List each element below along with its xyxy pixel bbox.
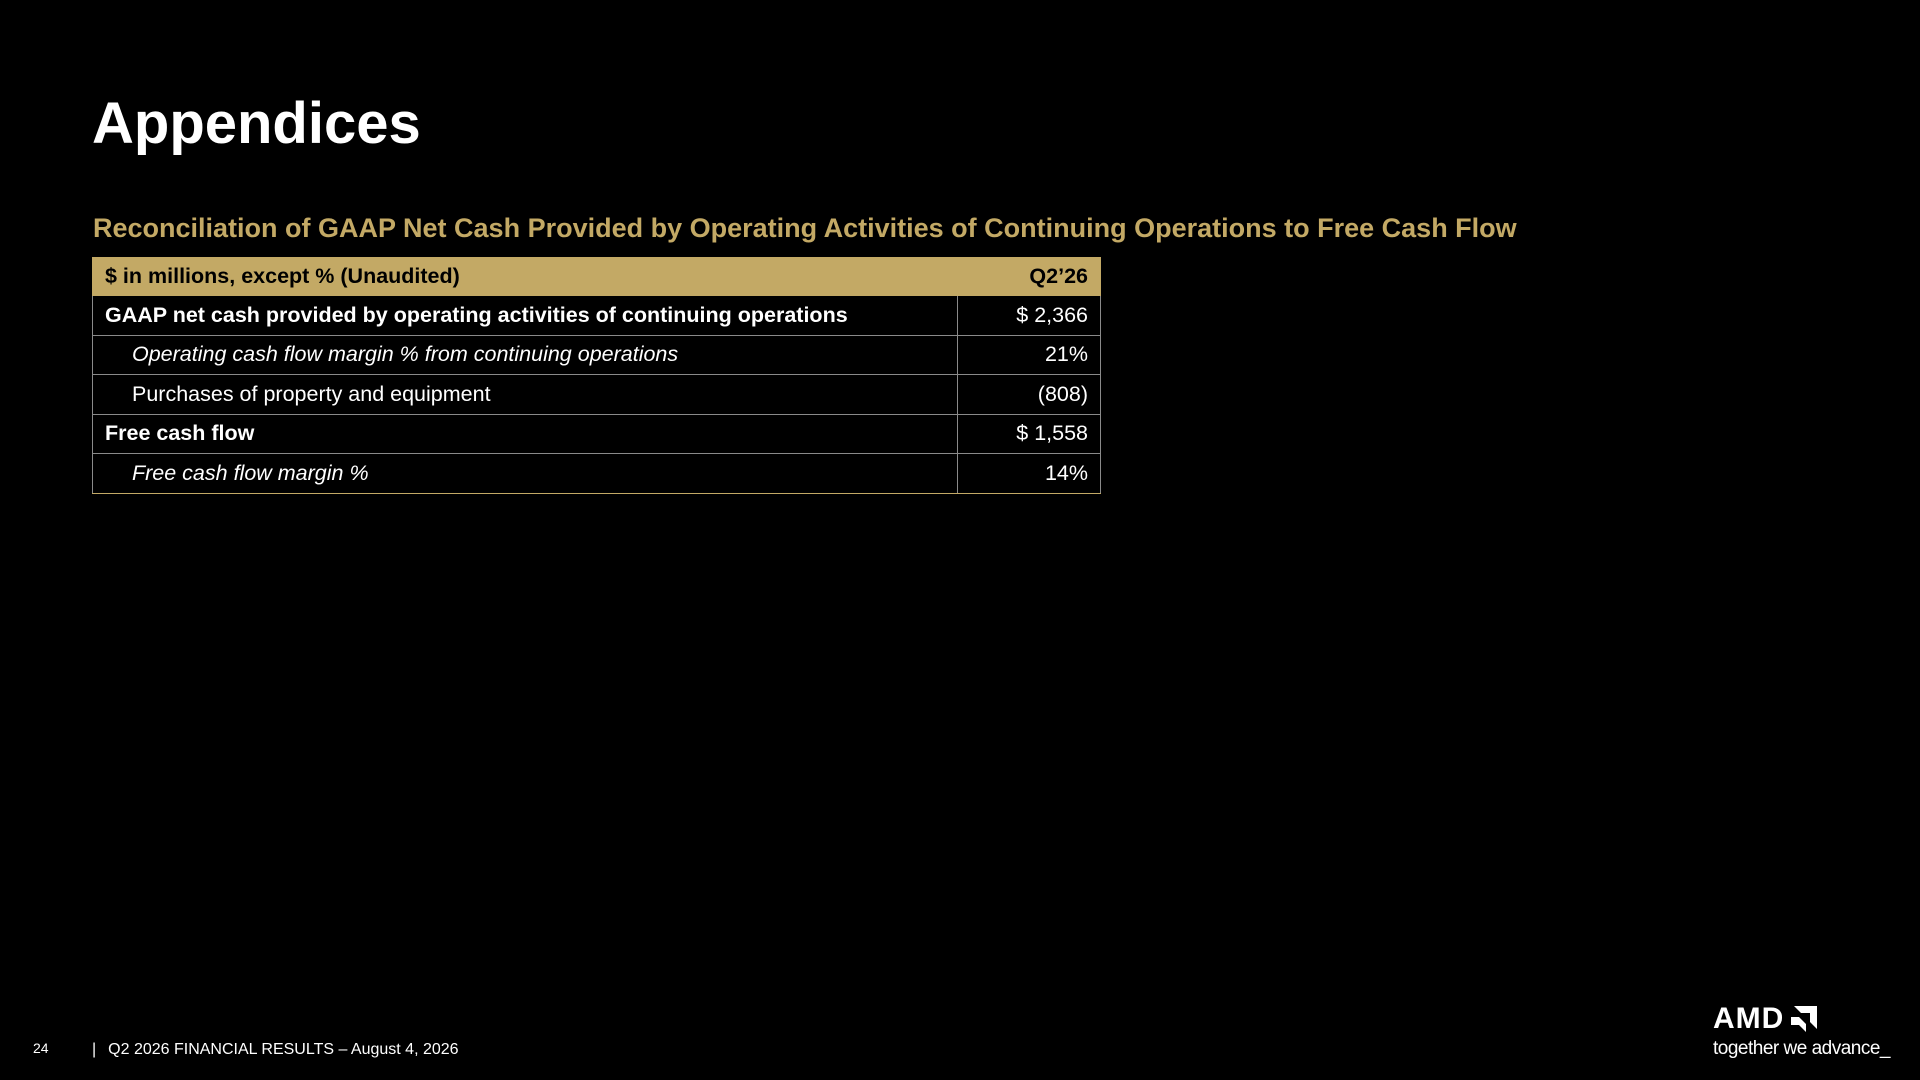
footer-text: Q2 2026 FINANCIAL RESULTS – August 4, 20… xyxy=(108,1041,459,1058)
amd-logo: AMD together we advance_ xyxy=(1713,1004,1898,1064)
row-label-purchases-property: Purchases of property and equipment xyxy=(91,374,959,415)
reconciliation-table: $ in millions, except % (Unaudited) Q2’2… xyxy=(91,257,1101,494)
header-period: Q2’26 xyxy=(957,257,1101,296)
logo-wordmark: AMD xyxy=(1713,1002,1785,1035)
table-row: Free cash flow margin % 14% xyxy=(91,453,1101,494)
amd-arrow-icon xyxy=(1791,1006,1817,1032)
logo-tagline: together we advance_ xyxy=(1713,1038,1890,1059)
footer-separator: | xyxy=(92,1041,97,1058)
row-value-gaap-operating-cash: $ 2,366 xyxy=(957,295,1101,336)
table-row: Free cash flow $ 1,558 xyxy=(91,413,1101,455)
footer: | Q2 2026 FINANCIAL RESULTS – August 4, 2… xyxy=(92,1041,459,1059)
table-row: GAAP net cash provided by operating acti… xyxy=(91,295,1101,336)
row-label-free-cash-flow: Free cash flow xyxy=(91,413,959,455)
row-value-free-cash-flow-margin: 14% xyxy=(957,453,1101,494)
page-title: Appendices xyxy=(92,91,421,156)
row-label-gaap-operating-cash: GAAP net cash provided by operating acti… xyxy=(91,295,959,336)
table-row: Operating cash flow margin % from contin… xyxy=(91,334,1101,376)
row-label-operating-cash-margin: Operating cash flow margin % from contin… xyxy=(91,334,959,376)
page-number: 24 xyxy=(33,1040,49,1056)
header-label: $ in millions, except % (Unaudited) xyxy=(91,257,959,296)
table-row: Purchases of property and equipment (808… xyxy=(91,374,1101,415)
row-value-purchases-property: (808) xyxy=(957,374,1101,415)
row-value-free-cash-flow: $ 1,558 xyxy=(957,413,1101,455)
table-header-row: $ in millions, except % (Unaudited) Q2’2… xyxy=(91,257,1101,296)
section-title: Reconciliation of GAAP Net Cash Provided… xyxy=(93,213,1517,243)
row-label-free-cash-flow-margin: Free cash flow margin % xyxy=(91,453,959,494)
row-value-operating-cash-margin: 21% xyxy=(957,334,1101,376)
